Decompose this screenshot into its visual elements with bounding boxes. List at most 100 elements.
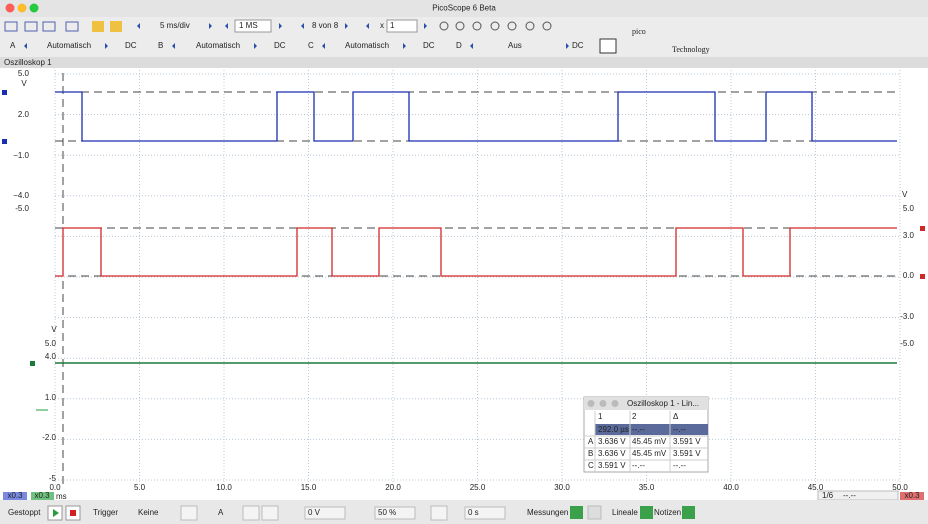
y-tick-label: 0.0 [903,271,915,280]
window-button[interactable] [5,3,15,13]
status-state: Gestoppt [8,508,41,517]
notes-label: Notizen [654,508,681,517]
edge-icon[interactable] [242,505,260,521]
channel-coupling: DC [423,41,435,50]
arrow-button[interactable] [225,23,228,29]
status-bar [0,500,928,524]
trigger-mode: Keine [138,508,159,517]
arrow-button[interactable] [366,23,369,29]
samples: 1 MS [239,21,258,30]
channel-marker [30,361,35,366]
tool-icon[interactable] [525,21,535,31]
arrow-button[interactable] [403,43,406,49]
arrow-button[interactable] [279,23,282,29]
popup-cell: 45.45 mV [632,437,667,446]
window-button[interactable] [17,3,27,13]
popup-button[interactable] [611,400,619,407]
edge-icon[interactable] [261,505,279,521]
popup-header: 1 [598,412,603,421]
x-tick-label: 30.0 [554,483,570,492]
edit-measurement[interactable] [587,505,602,520]
x-tick-label: 35.0 [639,483,655,492]
add-measurement[interactable] [570,506,583,519]
y-tick-label: 5.0 [18,69,30,78]
arrow-button[interactable] [254,43,257,49]
channel-range: Automatisch [196,41,240,50]
tool-icon[interactable] [110,21,122,32]
tool-icon[interactable] [472,21,482,31]
channel-name: D [456,41,462,50]
x-tick-label: 5.0 [134,483,146,492]
popup-cell: 292.0 µs [598,425,629,434]
popup-cell: 45.45 mV [632,449,667,458]
arrow-button[interactable] [137,23,140,29]
popup-row-label: B [588,449,593,458]
arrow-button[interactable] [566,43,569,49]
channel-name: C [308,41,314,50]
arrow-button[interactable] [470,43,473,49]
popup-cell: 3.591 V [673,437,701,446]
title-bar [0,0,928,17]
window-title: PicoScope 6 Beta [432,4,496,13]
timebase: 5 ms/div [160,21,190,30]
arrow-button[interactable] [172,43,175,49]
axis-unit: V [51,325,57,334]
tool-icon[interactable] [4,21,18,32]
channel-marker [920,274,925,279]
delay-icon[interactable] [430,505,448,521]
tab-label: Oszilloskop 1 [4,58,52,67]
tool-icon[interactable] [507,21,517,31]
tool-icon[interactable] [24,21,38,32]
tool-icon[interactable] [65,21,79,32]
popup-cell: 3.591 V [598,461,626,470]
y-tick-label: 4.0 [45,352,57,361]
tool-icon[interactable] [92,21,104,32]
tool-icon[interactable] [439,21,449,31]
popup-button[interactable] [599,400,607,407]
popup-cell: --.-- [632,461,645,470]
popup-cell: 3.636 V [598,437,626,446]
trigger-icon[interactable] [180,505,198,521]
popup-cell: 3.636 V [598,449,626,458]
arrow-button[interactable] [322,43,325,49]
arrow-button[interactable] [424,23,427,29]
x-tick-label: 0.0 [49,483,61,492]
x-tick-label: 10.0 [216,483,232,492]
x-tick-label: 50.0 [892,483,908,492]
arrow-button[interactable] [345,23,348,29]
tool-icon[interactable] [455,21,465,31]
popup-cell: --.-- [632,425,645,434]
popup-cell: 3.591 V [673,449,701,458]
popup-row-label: C [588,461,594,470]
play-icon [53,509,59,517]
arrow-button[interactable] [301,23,304,29]
x-tick-label: 45.0 [808,483,824,492]
popup-button[interactable] [587,400,595,407]
probe-button[interactable] [599,38,617,54]
arrow-button[interactable] [24,43,27,49]
plot-area [0,68,928,500]
tool-icon[interactable] [490,21,500,31]
channel-name: B [158,41,163,50]
x-tick-label: 40.0 [723,483,739,492]
channel-marker [2,139,7,144]
x-tick-label: 15.0 [301,483,317,492]
y-tick-label: -5.0 [900,339,914,348]
notes-button[interactable] [682,506,695,519]
zoom-label: x [380,21,384,30]
rulers-button[interactable] [640,506,653,519]
arrow-button[interactable] [105,43,108,49]
buffer-nav: 8 von 8 [312,21,339,30]
tool-icon[interactable] [542,21,552,31]
popup-cell: --.-- [673,425,686,434]
channel-range: Automatisch [47,41,91,50]
y-tick-label: 5.0 [45,339,57,348]
scale-badge [900,492,924,500]
trigger-label: Trigger [93,508,118,517]
channel-coupling: DC [125,41,137,50]
arrow-button[interactable] [209,23,212,29]
y-tick-label: -3.0 [900,312,914,321]
measurements-label: Messungen [527,508,568,517]
window-button[interactable] [29,3,39,13]
tool-icon[interactable] [42,21,56,32]
